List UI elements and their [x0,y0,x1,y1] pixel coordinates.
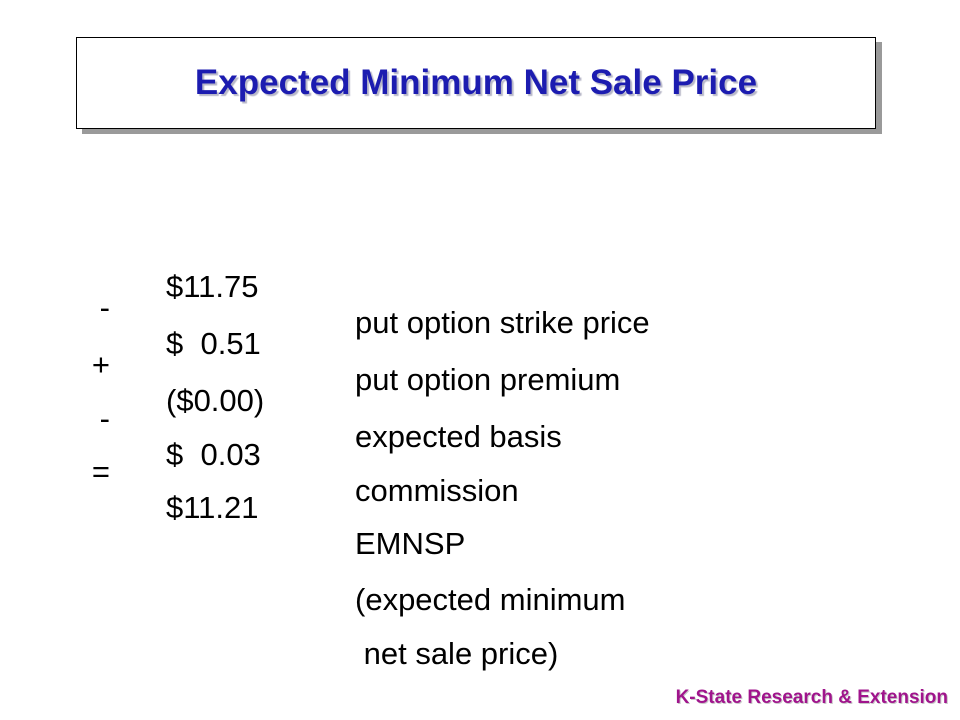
calc-operator: - [99,401,110,436]
calc-row: + ($0.00) expected basis [0,311,562,454]
calc-row: - $ 0.51 put option premium [0,254,621,397]
calc-description: (expected minimum [355,582,626,617]
calc-row: = $11.21 EMNSP [0,418,465,561]
calc-operator: - [99,290,110,325]
calc-row: - $ 0.03 commission [0,365,519,508]
calc-amount: $ 0.51 [166,326,261,361]
calc-row: (expected minimum [0,474,625,617]
calc-description: commission [355,473,519,508]
calc-description: expected basis [355,419,562,454]
calc-amount: ($0.00) [166,383,265,418]
calc-amount: $11.75 [166,269,259,304]
calc-description: net sale price) [355,636,559,671]
calc-amount: $11.21 [166,490,259,525]
title-box: Expected Minimum Net Sale Price [76,37,876,129]
calc-description: put option premium [355,362,621,397]
calc-row: net sale price) [0,528,559,671]
calc-operator: = [91,454,110,489]
calc-description: put option strike price [355,305,650,340]
calc-row: $11.75 put option strike price [0,197,650,340]
footer-brand: K-State Research & Extension [675,687,948,708]
calc-amount: $ 0.03 [166,437,261,472]
calc-description: EMNSP [355,526,466,561]
calc-operator: + [91,347,110,382]
slide-title: Expected Minimum Net Sale Price [194,63,758,102]
